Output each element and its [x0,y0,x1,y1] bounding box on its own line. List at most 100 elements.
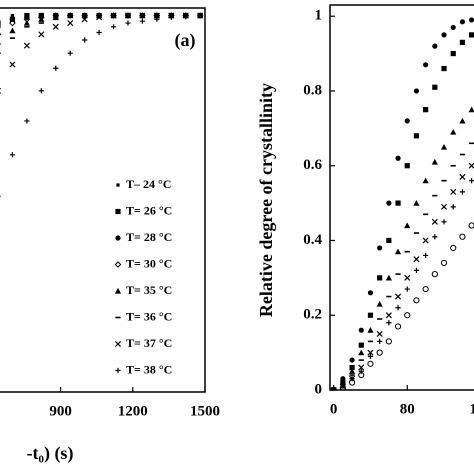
marker [9,27,16,34]
marker [441,32,447,38]
marker [358,327,364,333]
x-tick-label: 160 [470,401,474,417]
marker [331,387,337,390]
series [330,222,474,390]
marker [153,12,160,19]
marker [423,62,429,68]
marker [377,275,383,281]
marker [110,12,117,19]
marker [358,342,364,348]
legend-marker [116,183,120,187]
marker [139,12,146,19]
marker [450,188,457,195]
marker [395,293,402,300]
marker [459,233,466,240]
marker [9,16,16,22]
marker [468,162,474,169]
marker [67,20,74,27]
marker [9,61,16,68]
marker [358,349,365,356]
x-tick-label: 0 [330,401,338,417]
marker [38,88,44,94]
marker [349,357,355,363]
marker [23,19,30,26]
marker [386,320,392,326]
marker [468,222,474,229]
marker [459,173,466,180]
marker [9,152,16,158]
legend-label: T= 35 °C [126,283,172,297]
marker [423,252,429,259]
y-tick-label: 0.4 [303,232,322,248]
marker [358,368,364,374]
marker [38,16,45,22]
marker [459,39,466,45]
marker [404,118,410,124]
marker [125,20,131,26]
series [0,12,204,94]
marker [469,32,474,38]
marker [394,248,402,255]
marker [450,244,457,252]
marker [0,87,2,94]
marker [96,14,103,21]
marker [0,25,1,29]
y-tick-label: 0.2 [303,307,322,323]
marker [367,290,374,296]
marker [413,256,420,263]
marker [404,286,410,292]
marker [413,200,420,206]
series [331,17,474,390]
legend-label: T= 36 °C [126,309,172,323]
marker [0,42,2,45]
legend-label: T– 24 °C [126,177,171,191]
marker [441,65,447,72]
legend-label: T= 28 °C [126,230,172,244]
marker [432,234,438,240]
marker [339,385,346,390]
marker [469,17,474,23]
marker [413,297,420,304]
marker [394,323,402,330]
y-tick-label: 0 [315,381,323,397]
marker [367,349,374,356]
y-axis-label: Relative degree of crystallinity [256,83,276,317]
series [331,32,474,390]
marker [348,379,356,386]
marker [349,364,355,371]
legend-marker [115,367,121,374]
marker [367,327,374,333]
marker [440,143,448,150]
marker [376,300,383,307]
marker [459,19,466,25]
marker [124,12,132,19]
marker [358,364,365,371]
marker [413,133,420,139]
series [330,162,474,390]
marker [386,200,392,206]
marker [197,12,203,19]
marker [450,204,456,210]
marker [385,338,392,345]
marker [139,18,146,24]
marker [110,24,117,30]
marker [422,285,429,293]
plot-frame [329,4,474,391]
legend-marker [114,340,122,348]
legend-marker [115,235,121,241]
marker [431,158,438,165]
marker [82,37,88,43]
marker [348,368,356,374]
marker [459,117,466,124]
marker [367,360,374,367]
marker [81,16,88,23]
plot-frame [0,7,206,393]
marker [154,16,160,22]
y-tick-label: 0.6 [303,157,322,173]
marker [422,237,429,244]
legend-marker [114,287,122,294]
legend-label: T= 26 °C [126,203,172,217]
legend-marker [115,208,121,215]
x-tick-label: 80 [400,401,415,417]
